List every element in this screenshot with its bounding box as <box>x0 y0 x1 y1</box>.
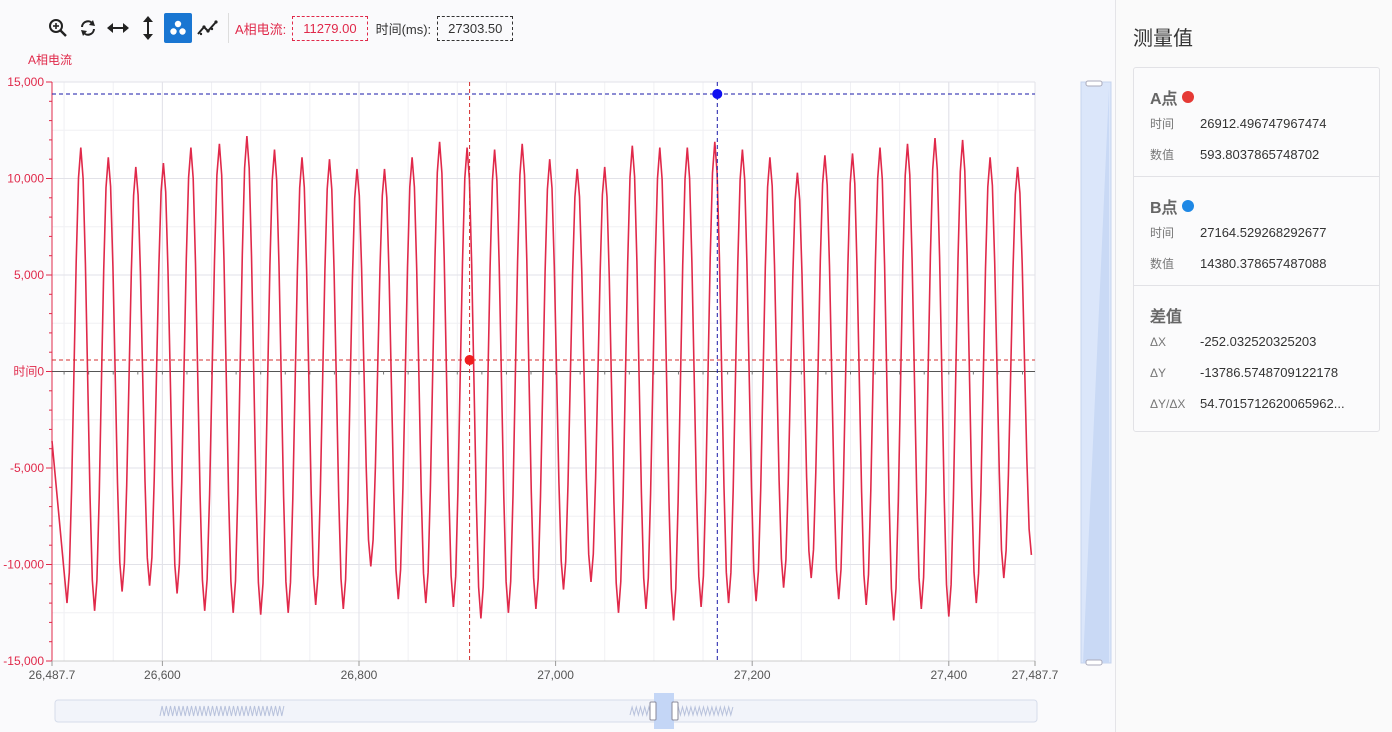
point-b-value: 14380.378657487088 <box>1200 256 1327 271</box>
y-axis-title: A相电流 <box>28 53 72 67</box>
x-tick-label: 27,487.7 <box>1012 668 1059 682</box>
delta-ratio-value: 54.7015712620065962... <box>1200 396 1345 411</box>
x-tick-label: 27,200 <box>734 668 771 682</box>
y-tick-label: -5,000 <box>10 461 44 475</box>
y-tick-label: 时间0 <box>13 365 44 379</box>
panel-title: 测量值 <box>1133 28 1193 50</box>
point-b-section: B点 时间 27164.529268292677 数值 14380.37865748… <box>1134 177 1379 286</box>
point-a-heading: A点 <box>1150 91 1178 108</box>
chart-toolbar: A相电流: 11279.00 时间(ms): 27303.50 <box>44 12 521 44</box>
difference-section: 差值 ΔX -252.032520325203 ΔY -13786.57487091… <box>1134 286 1379 425</box>
x-tick-label: 27,400 <box>930 668 967 682</box>
series-line <box>51 135 1033 621</box>
point-a-dot-icon <box>1181 91 1194 103</box>
zoom-overview-wave <box>629 705 734 717</box>
y-tick-label: -10,000 <box>3 558 44 572</box>
point-a-value: 593.8037865748702 <box>1200 147 1320 162</box>
line-chart[interactable]: 15,000 10,000 5,000 时间0 -5,000 -10,000 -15,000… <box>0 48 1112 732</box>
vertical-zoom-preview <box>1083 88 1109 663</box>
delta-ratio-key: ΔY/ΔX <box>1150 396 1186 411</box>
point-b-dot-icon <box>1181 200 1194 212</box>
zoom-overview-wave <box>159 705 285 717</box>
series-readout-label: A相电流: <box>235 21 287 37</box>
vertical-zoom-top-handle[interactable] <box>1085 80 1103 87</box>
x-tick-label: 26,487.7 <box>29 668 76 682</box>
scatter-icon[interactable] <box>164 13 192 43</box>
horizontal-resize-icon[interactable] <box>104 13 132 43</box>
delta-y-value: -13786.5748709122178 <box>1200 365 1339 380</box>
point-b-heading: B点 <box>1150 200 1178 217</box>
delta-y-key: ΔY <box>1150 365 1167 380</box>
difference-heading: 差值 <box>1150 309 1183 326</box>
y-tick-label: 5,000 <box>14 268 44 282</box>
y-tick-label: 15,000 <box>7 75 44 89</box>
x-tick-label: 27,000 <box>537 668 574 682</box>
point-a-section: A点 时间 26912.496747967474 数值 593.8037865748… <box>1134 68 1379 177</box>
zoom-left-handle[interactable] <box>649 701 657 721</box>
series-readout-value: 11279.00 <box>292 15 368 41</box>
point-b-time-key: 时间 <box>1150 226 1175 240</box>
zoom-window <box>654 693 674 729</box>
vertical-zoom-bottom-handle[interactable] <box>1085 659 1103 666</box>
vertical-resize-icon[interactable] <box>134 13 162 43</box>
y-tick-label: -15,000 <box>3 654 44 668</box>
y-tick-label: 10,000 <box>7 172 44 186</box>
measurement-card: A点 时间 26912.496747967474 数值 593.8037865748… <box>1133 67 1380 432</box>
trend-icon[interactable] <box>194 13 222 43</box>
x-tick-label: 26,600 <box>144 668 181 682</box>
x-tick-label: 26,800 <box>341 668 378 682</box>
point-a-time-key: 时间 <box>1150 117 1175 131</box>
delta-x-value: -252.032520325203 <box>1200 334 1317 349</box>
point-a-value-key: 数值 <box>1150 148 1175 162</box>
cursor-b-point[interactable] <box>712 88 723 99</box>
horizontal-zoom-slider[interactable] <box>54 699 1038 723</box>
toolbar-divider <box>228 13 229 43</box>
point-b-value-key: 数值 <box>1150 257 1175 271</box>
time-readout-label: 时间(ms): <box>375 21 432 37</box>
zoom-in-icon[interactable] <box>44 13 72 43</box>
point-b-time-value: 27164.529268292677 <box>1200 225 1327 240</box>
time-readout-value: 27303.50 <box>437 15 514 41</box>
measurement-panel: 测量值 A点 时间 26912.496747967474 数值 593.803786… <box>1115 0 1392 732</box>
point-a-time-value: 26912.496747967474 <box>1200 116 1327 131</box>
zoom-right-handle[interactable] <box>671 701 679 721</box>
delta-x-key: ΔX <box>1150 334 1167 349</box>
refresh-icon[interactable] <box>74 13 102 43</box>
cursor-a-point[interactable] <box>464 355 475 366</box>
